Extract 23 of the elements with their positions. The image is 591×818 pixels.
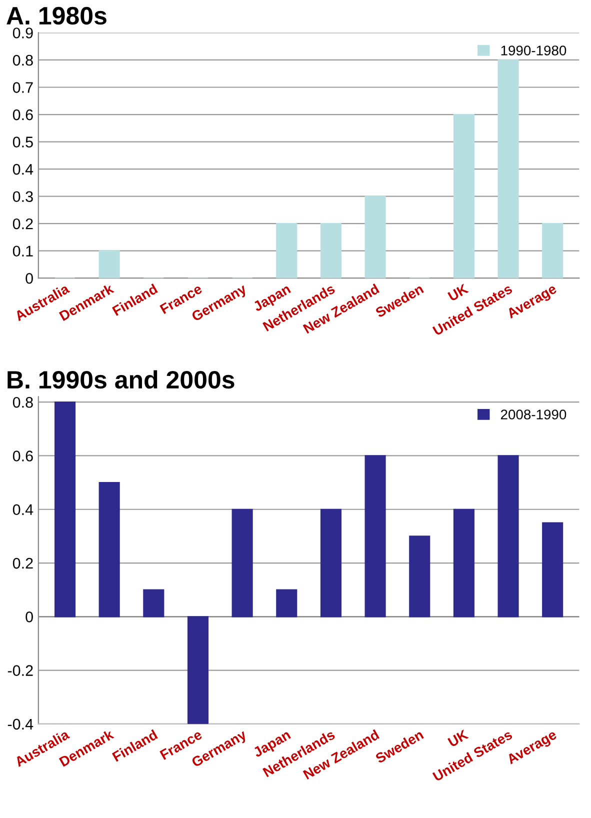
y-tick-label: -0.2: [8, 665, 33, 676]
y-tick-label: 0.4: [12, 504, 34, 516]
y-tick-label: 0.6: [12, 450, 33, 462]
x-tick-label: UK: [448, 283, 469, 302]
y-tick-label: 0.9: [12, 28, 33, 38]
legend-label: 1990-1980: [501, 46, 566, 56]
legend-label: 2008-1990: [500, 410, 566, 420]
chart-title: A. 1980s: [6, 6, 106, 25]
y-tick-label: -0.4: [8, 718, 34, 730]
y-tick-label: 0.3: [12, 191, 33, 202]
y-tick-label: 0.4: [12, 164, 34, 175]
y-tick-label: 0.8: [12, 54, 33, 66]
y-tick-label: 0.2: [12, 218, 33, 230]
y-tick-label: 0.1: [12, 246, 33, 257]
y-tick-label: 0.6: [12, 109, 33, 120]
y-tick-label: 0.5: [12, 136, 33, 148]
y-tick-label: 0: [26, 612, 33, 622]
y-tick-label: 0.8: [12, 396, 33, 408]
y-tick-label: 0.2: [12, 558, 33, 569]
y-tick-label: 0: [26, 272, 33, 284]
chart-title: B. 1990s and 2000s: [8, 370, 234, 389]
y-tick-label: 0.7: [12, 82, 33, 93]
x-tick-label: UK: [448, 729, 469, 748]
